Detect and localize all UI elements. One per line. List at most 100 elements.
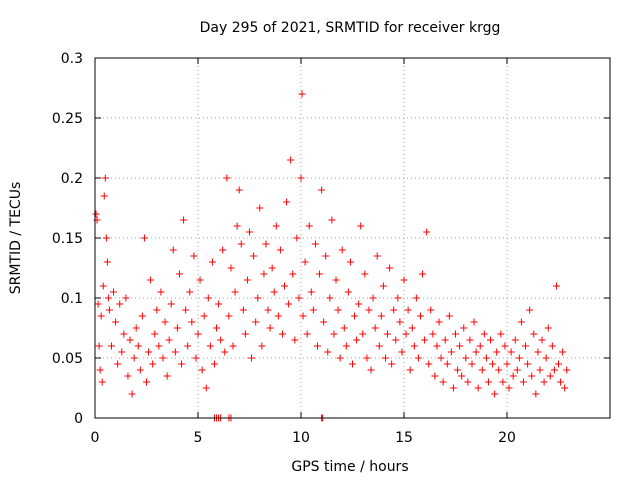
data-point (215, 300, 223, 308)
data-point (248, 354, 256, 362)
data-point (375, 342, 383, 350)
data-point (495, 366, 503, 374)
data-point (532, 390, 540, 398)
data-point (295, 294, 303, 302)
data-point (491, 390, 499, 398)
data-point (392, 336, 400, 344)
y-tick-label: 0.3 (61, 51, 83, 67)
data-point (173, 324, 181, 332)
data-point (478, 366, 486, 374)
data-point (229, 342, 237, 350)
data-point (336, 354, 344, 362)
y-tick-label: 0.05 (52, 351, 83, 367)
data-point (184, 342, 192, 350)
data-point (180, 216, 188, 224)
data-point (107, 342, 115, 350)
data-point (458, 372, 466, 380)
data-point (511, 336, 519, 344)
data-point (536, 366, 544, 374)
data-point (470, 318, 478, 326)
data-point (116, 300, 124, 308)
y-tick-label: 0 (74, 411, 83, 427)
data-point (281, 282, 289, 290)
data-point (542, 354, 550, 362)
data-point (367, 366, 375, 374)
data-point (513, 366, 521, 374)
data-point (266, 324, 274, 332)
data-point (326, 294, 334, 302)
data-point (447, 348, 455, 356)
data-point (503, 360, 511, 368)
data-point (394, 294, 402, 302)
data-point (555, 360, 562, 368)
data-point (97, 312, 105, 320)
data-point (252, 318, 260, 326)
data-point (105, 306, 113, 314)
y-tick-label: 0.2 (61, 171, 83, 187)
data-points (92, 90, 571, 422)
data-point (223, 174, 231, 182)
data-point (441, 336, 449, 344)
data-point (262, 240, 270, 248)
data-point (497, 330, 505, 338)
data-point (178, 360, 186, 368)
data-point (322, 252, 330, 260)
data-point (445, 312, 453, 320)
data-point (546, 372, 554, 380)
data-point (548, 342, 556, 350)
data-point (369, 294, 377, 302)
data-point (320, 318, 328, 326)
data-point (406, 366, 414, 374)
data-point (196, 276, 204, 284)
data-point (344, 288, 352, 296)
data-point (425, 360, 433, 368)
data-point (112, 318, 120, 326)
data-point (499, 378, 507, 386)
data-point (96, 366, 104, 374)
data-point (206, 342, 214, 350)
data-point (402, 330, 410, 338)
data-point (404, 306, 412, 314)
data-point (363, 354, 371, 362)
data-point (313, 342, 321, 350)
data-point (298, 90, 306, 98)
data-point (330, 330, 338, 338)
data-point (509, 372, 517, 380)
data-point (246, 228, 253, 236)
data-point (340, 324, 348, 332)
data-point (311, 240, 319, 248)
data-point (400, 276, 408, 284)
data-point (260, 270, 268, 278)
data-point (530, 330, 538, 338)
data-point (128, 390, 136, 398)
data-point (433, 342, 441, 350)
data-point (225, 312, 233, 320)
data-point (202, 384, 210, 392)
data-point (256, 204, 264, 212)
data-point (293, 234, 301, 242)
y-tick-label: 0.25 (52, 111, 83, 127)
data-point (517, 318, 525, 326)
data-point (98, 378, 106, 386)
data-point (190, 252, 198, 260)
data-point (410, 342, 418, 350)
data-point (130, 354, 138, 362)
data-point (538, 336, 546, 344)
data-point (213, 324, 221, 332)
data-point (250, 252, 258, 260)
data-point (489, 360, 497, 368)
data-point (524, 360, 532, 368)
data-point (163, 372, 171, 380)
data-point (285, 300, 293, 308)
data-point (390, 306, 398, 314)
data-point (92, 210, 100, 218)
data-point (231, 288, 239, 296)
data-point (349, 360, 356, 368)
data-point (559, 348, 567, 356)
data-point (431, 372, 439, 380)
data-point (361, 270, 369, 278)
data-point (140, 234, 148, 242)
x-tick-label: 15 (395, 430, 413, 446)
